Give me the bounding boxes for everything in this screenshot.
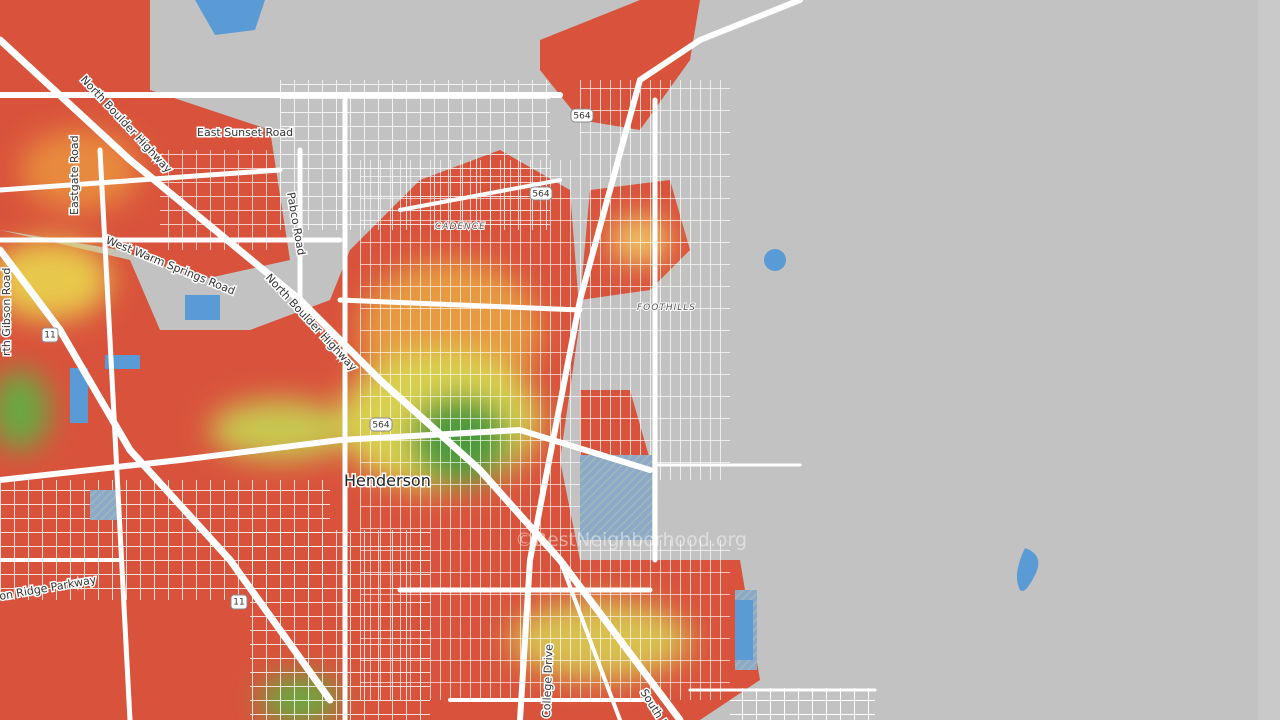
water	[70, 0, 1039, 660]
road-label: East Sunset Road	[197, 126, 293, 139]
neighborhood-label: CADENCE	[435, 222, 486, 232]
road-label: rth Gibson Road	[0, 268, 13, 356]
place-labels: Henderson CADENCE FOOTHILLS	[343, 221, 697, 492]
neighborhood-label: FOOTHILLS	[637, 303, 696, 313]
edge-strip	[1258, 0, 1280, 720]
road-label: College Drive	[540, 644, 556, 719]
route-shield: 564	[573, 112, 590, 122]
route-shield: 564	[372, 421, 389, 431]
route-shields: 564 564 564 11 11	[41, 108, 594, 610]
route-shield: 11	[44, 331, 55, 341]
road-label: Eastgate Road	[68, 135, 81, 215]
roads	[0, 0, 877, 720]
route-shield: 11	[233, 598, 244, 608]
watermark: ©BestNeighborhood.org	[515, 529, 747, 551]
route-shield: 564	[532, 190, 549, 200]
city-label: Henderson	[344, 471, 431, 490]
